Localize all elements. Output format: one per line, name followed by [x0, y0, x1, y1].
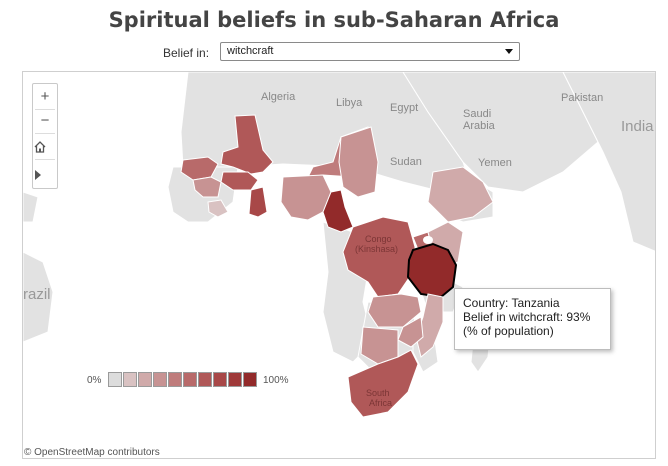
home-button[interactable] — [33, 136, 57, 158]
lakes — [423, 236, 433, 244]
map-controls: + − — [32, 83, 58, 189]
page-title: Spiritual beliefs in sub-Saharan Africa — [108, 8, 560, 32]
play-button[interactable] — [33, 164, 57, 186]
country-tanzania[interactable] — [406, 242, 458, 299]
tooltip-country: Country: Tanzania — [463, 296, 560, 310]
tooltip-unit: (% of population) — [463, 324, 554, 338]
divider — [35, 133, 55, 134]
label-south-2: Africa — [369, 398, 393, 408]
legend-swatch — [138, 372, 152, 387]
tooltip-value: Belief in witchcraft: 93% — [463, 310, 591, 324]
map-view[interactable]: Algeria Libya Egypt Saudi Arabia Pakista… — [22, 71, 656, 459]
label-saudi: Saudi — [463, 108, 492, 120]
label-brazil: razil — [23, 286, 51, 303]
country-guinea[interactable] — [192, 176, 222, 198]
divider — [35, 109, 55, 110]
legend-swatch — [243, 372, 257, 387]
legend-swatch — [183, 372, 197, 387]
divider — [35, 159, 55, 160]
label-congo-1: Congo — [365, 234, 392, 244]
label-libya: Libya — [336, 97, 363, 109]
legend-swatch — [213, 372, 227, 387]
belief-select[interactable]: witchcraft — [220, 42, 520, 61]
country-south-africa[interactable] — [347, 349, 419, 418]
country-nigeria[interactable] — [280, 174, 332, 221]
belief-filter-label: Belief in: — [163, 46, 210, 60]
country-shapes[interactable] — [180, 114, 494, 418]
map-tooltip: Country: Tanzania Belief in witchcraft: … — [454, 288, 611, 350]
belief-select-value: witchcraft — [227, 45, 274, 57]
legend-swatch — [108, 372, 122, 387]
legend-min-label: 0% — [87, 375, 102, 386]
country-ethiopia[interactable] — [427, 166, 494, 223]
legend-swatch — [228, 372, 242, 387]
label-yemen: Yemen — [478, 157, 512, 169]
legend-swatch — [198, 372, 212, 387]
label-sudan: Sudan — [390, 156, 422, 168]
home-icon — [34, 141, 46, 153]
play-icon — [35, 170, 41, 180]
label-algeria: Algeria — [261, 91, 296, 103]
legend-swatch — [168, 372, 182, 387]
label-egypt: Egypt — [390, 102, 419, 114]
chevron-down-icon[interactable] — [505, 49, 513, 54]
country-liberia[interactable] — [207, 199, 229, 218]
legend-swatch — [123, 372, 137, 387]
legend-max-label: 100% — [263, 375, 289, 386]
country-chad[interactable] — [338, 126, 379, 198]
legend-swatch — [153, 372, 167, 387]
label-pakistan: Pakistan — [561, 92, 604, 104]
label-congo-2: (Kinshasa) — [355, 244, 399, 254]
label-south-1: South — [366, 388, 390, 398]
country-ghana[interactable] — [248, 186, 268, 218]
map-canvas[interactable] — [23, 72, 656, 459]
attribution-text[interactable]: © OpenStreetMap contributors — [24, 447, 160, 458]
zoom-in-button[interactable]: + — [40, 88, 50, 105]
country-zambia[interactable] — [367, 293, 422, 328]
label-india: India — [621, 118, 654, 135]
country-cameroon[interactable] — [322, 189, 354, 233]
zoom-out-button[interactable]: − — [40, 112, 50, 129]
country-zimbabwe[interactable] — [397, 316, 424, 348]
label-arabia: Arabia — [463, 120, 495, 132]
